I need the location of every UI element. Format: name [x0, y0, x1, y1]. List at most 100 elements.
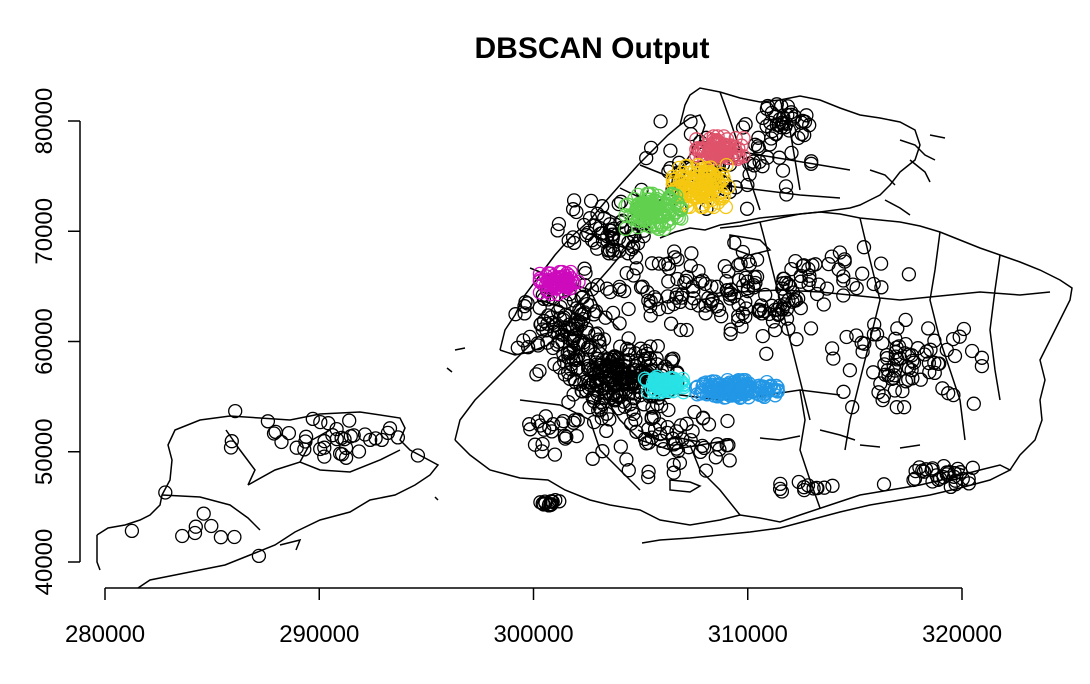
- noise-point: [855, 266, 870, 281]
- noise-point: [612, 316, 627, 331]
- noise-point: [684, 246, 699, 261]
- noise-point: [542, 497, 557, 512]
- noise-point: [927, 355, 942, 370]
- noise-point: [802, 268, 817, 283]
- noise-point: [723, 286, 738, 301]
- noise-point: [187, 525, 203, 541]
- noise-point: [738, 309, 753, 324]
- cluster-point: [693, 386, 708, 401]
- cluster-point: [665, 378, 680, 393]
- cluster-point: [642, 219, 658, 234]
- noise-point: [698, 463, 714, 478]
- noise-point: [906, 355, 922, 370]
- noise-point: [545, 494, 560, 509]
- noise-point: [536, 313, 552, 329]
- noise-point: [530, 336, 545, 351]
- cluster-point: [678, 159, 693, 174]
- noise-point: [585, 451, 600, 466]
- noise-point: [698, 298, 713, 313]
- noise-point: [619, 341, 635, 356]
- noise-point: [578, 265, 593, 281]
- cluster-point: [670, 195, 685, 210]
- cluster-point: [650, 188, 666, 204]
- noise-point: [825, 478, 840, 493]
- noise-point: [670, 271, 685, 287]
- noise-point: [664, 352, 679, 367]
- noise-point: [623, 416, 639, 431]
- noise-point: [759, 346, 774, 361]
- noise-point: [313, 414, 328, 430]
- noise-point: [747, 270, 762, 285]
- noise-point: [599, 423, 614, 439]
- noise-point: [677, 275, 692, 291]
- noise-point: [558, 431, 573, 446]
- noise-point: [566, 193, 582, 208]
- noise-point: [755, 159, 770, 174]
- noise-point: [701, 291, 716, 306]
- noise-point: [651, 301, 667, 317]
- cluster-point: [728, 377, 744, 392]
- noise-point: [874, 280, 889, 295]
- noise-point: [650, 339, 665, 354]
- noise-point: [775, 163, 791, 178]
- noise-point: [772, 150, 787, 165]
- noise-point: [602, 412, 617, 427]
- noise-point: [569, 204, 584, 220]
- noise-point: [533, 317, 548, 332]
- noise-point: [719, 274, 734, 289]
- noise-point: [581, 358, 596, 374]
- noise-point: [922, 364, 937, 380]
- noise-point: [329, 421, 344, 437]
- outline-staten-divide: [161, 449, 401, 551]
- noise-point: [626, 268, 641, 283]
- noise-point: [817, 480, 832, 495]
- noise-point: [849, 328, 864, 343]
- noise-point: [621, 301, 636, 317]
- noise-point: [653, 114, 668, 129]
- noise-point: [615, 375, 631, 390]
- noise-point: [734, 319, 749, 334]
- noise-point: [642, 351, 658, 366]
- noise-point: [592, 373, 607, 388]
- noise-point: [251, 548, 267, 564]
- noise-point: [879, 347, 894, 363]
- noise-point: [760, 150, 775, 165]
- noise-point: [927, 333, 942, 348]
- noise-point: [762, 306, 777, 322]
- plot-axes: 280000 290000 300000 310000 320000 40000 5000…: [31, 88, 1002, 648]
- noise-point: [709, 299, 725, 314]
- noise-point: [921, 321, 936, 336]
- cluster-point: [715, 191, 730, 206]
- noise-point: [329, 431, 344, 447]
- noise-point: [780, 107, 795, 123]
- noise-point: [788, 253, 803, 269]
- noise-point: [585, 390, 600, 405]
- noise-point: [368, 431, 383, 446]
- noise-point: [619, 452, 634, 467]
- cluster-point: [694, 199, 709, 215]
- cluster-point: [637, 371, 653, 386]
- noise-point: [727, 235, 742, 250]
- noise-point: [679, 416, 694, 431]
- noise-point: [594, 410, 609, 426]
- y-tick-label: 80000: [31, 88, 58, 155]
- noise-point: [266, 426, 282, 441]
- noise-point: [298, 429, 314, 444]
- noise-point: [534, 444, 549, 459]
- noise-point: [124, 523, 140, 539]
- noise-point: [605, 305, 621, 321]
- cluster-point: [643, 215, 658, 230]
- noise-point: [754, 306, 770, 321]
- noise-point: [357, 427, 373, 442]
- noise-point: [904, 362, 919, 378]
- noise-point: [768, 127, 784, 142]
- noise-point: [888, 349, 903, 364]
- noise-point: [875, 392, 890, 408]
- noise-point: [670, 252, 685, 267]
- cluster-point: [736, 131, 751, 146]
- cluster-point: [703, 198, 719, 213]
- noise-point: [562, 344, 577, 359]
- noise-point: [873, 376, 888, 391]
- cluster-point: [767, 383, 782, 398]
- noise-point: [691, 263, 706, 279]
